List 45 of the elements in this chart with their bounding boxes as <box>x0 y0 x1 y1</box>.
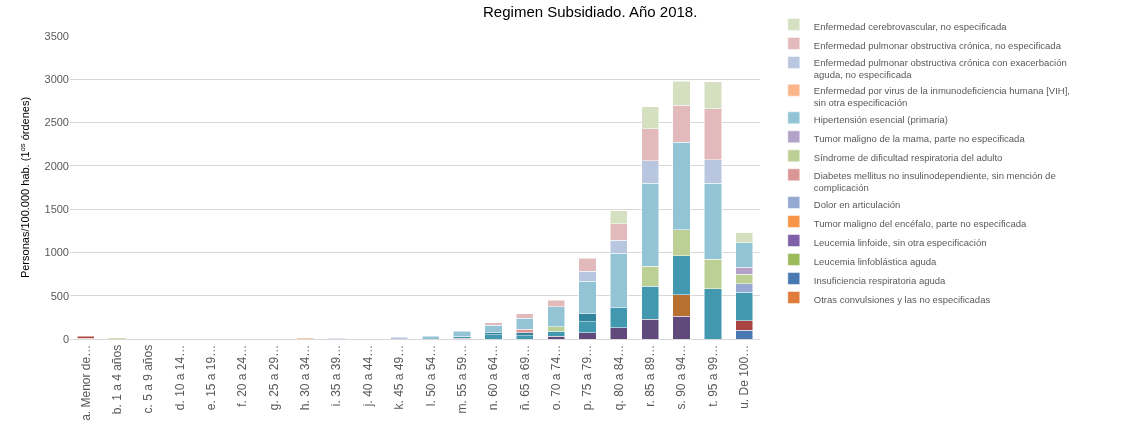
y-tick-label: 3500 <box>44 29 69 42</box>
y-tick-label: 1000 <box>44 246 69 259</box>
y-tick-label: 3000 <box>44 73 69 86</box>
x-tick-label: r. 85 a 89… <box>643 344 658 407</box>
x-tick-label: g. 25 a 29… <box>266 344 281 411</box>
x-tick-label: j. 40 a 44… <box>360 344 375 408</box>
x-tick-label: e. 15 a 19… <box>204 344 219 411</box>
x-tick-label: k. 45 a 49… <box>392 344 407 410</box>
y-tick-label: 1500 <box>44 202 69 215</box>
legend-label: Otras convulsiones y las no especificadas <box>813 294 991 306</box>
legend-label: Enfermedad pulmonar obstructiva crónica con exacerbación aguda, no especificada <box>813 57 1067 81</box>
legend-label: Hipertensión esencial (primaria) <box>813 114 948 126</box>
y-tick-label: 500 <box>50 289 69 302</box>
legend-label: Leucemia linfoblástica aguda <box>813 256 938 268</box>
legend-label: Enfermedad pulmonar obstructiva crónica, no especificada <box>813 39 1062 51</box>
x-tick-label: b. 1 a 4 años <box>109 344 124 415</box>
x-tick-label: i. 35 a 39… <box>329 344 344 407</box>
x-tick-label: q. 80 a 84… <box>611 344 626 411</box>
x-tick-label: d. 10 a 14… <box>172 344 187 411</box>
legend-label: Diabetes mellitus no insulinodependiente, sin mención de complicación <box>813 169 1056 193</box>
legend-label: Insuficiencia respiratoria aguda <box>813 275 947 287</box>
legend-label: Síndrome de dificultad respiratoria del adulto <box>813 152 1003 164</box>
legend-label: Enfermedad cerebrovascular, no especificada <box>813 20 1008 32</box>
x-tick-label: n. 60 a 64… <box>486 344 501 411</box>
x-tick-label: p. 75 a 79… <box>580 344 595 411</box>
x-tick-label: a. Menor de… <box>78 344 93 421</box>
x-tick-label: m. 55 a 59… <box>454 344 469 414</box>
legend-label: Enfermedad por virus de la inmunodeficiencia humana [VIH], sin otra especificación <box>813 84 1070 109</box>
legend-label: Dolor en articulación <box>813 199 901 211</box>
x-tick-label: c. 5 a 9 años <box>141 344 156 414</box>
x-tick-label: o. 70 a 74… <box>549 344 564 411</box>
legend-label: Tumor maligno de la mama, parte no especificada <box>813 133 1026 145</box>
x-tick-label: f. 20 a 24… <box>235 344 250 407</box>
y-tick-label: 0 <box>62 332 69 345</box>
x-tick-label: l. 50 a 54… <box>423 344 438 407</box>
x-tick-label: s. 90 a 94… <box>674 344 689 410</box>
x-tick-label: t. 95 a 99… <box>705 344 720 407</box>
chart-title: Regimen Subsidiado. Año 2018. <box>483 2 698 20</box>
y-tick-label: 2000 <box>44 159 69 172</box>
y-tick-label: 2500 <box>44 116 69 129</box>
x-tick-label: u. De 100… <box>737 344 752 409</box>
legend-label: Leucemia linfoide, sin otra especificación <box>813 237 987 249</box>
legend-label: Tumor maligno del encéfalo, parte no especificada <box>813 218 1027 230</box>
x-tick-label: h. 30 a 34… <box>298 344 313 411</box>
x-tick-label: ñ. 65 a 69… <box>517 344 532 411</box>
